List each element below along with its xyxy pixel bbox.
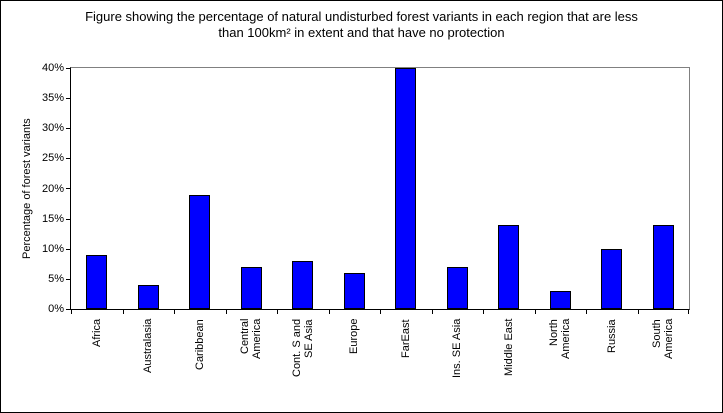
category-slot: Europe	[329, 319, 381, 411]
y-tick	[66, 68, 71, 69]
bar	[292, 261, 314, 309]
category-slot: Africa	[71, 319, 123, 411]
category-label: Ins. SE Asia	[451, 319, 464, 379]
category-label: Central America	[239, 319, 264, 360]
chart-title: Figure showing the percentage of natural…	[1, 9, 722, 41]
bar	[498, 225, 520, 309]
x-tick	[586, 309, 587, 314]
y-tick	[66, 188, 71, 189]
y-tick-label: 30%	[41, 122, 64, 135]
category-slot: Cont. S and SE Asia	[277, 319, 329, 411]
bar	[446, 267, 468, 309]
category-slot: Ins. SE Asia	[432, 319, 484, 411]
plot-area	[66, 67, 690, 314]
y-tick-label: 25%	[41, 152, 64, 165]
x-tick	[535, 309, 536, 314]
y-tick	[66, 219, 71, 220]
y-tick-label: 35%	[41, 92, 64, 105]
x-tick	[329, 309, 330, 314]
chart-title-line2: than 100km² in extent and that have no p…	[218, 25, 505, 40]
bar	[137, 285, 159, 309]
category-label: FarEast	[399, 319, 412, 358]
category-slot: Middle East	[483, 319, 535, 411]
y-tick	[66, 128, 71, 129]
bar	[343, 273, 365, 309]
bar	[549, 291, 571, 309]
bar	[652, 225, 674, 309]
y-tick	[66, 98, 71, 99]
category-label: Africa	[90, 319, 103, 348]
x-axis-category-labels: Africa Australasia Caribbean Central Americ…	[71, 319, 689, 411]
x-tick	[688, 309, 689, 314]
bar	[86, 255, 108, 309]
category-slot: Russia	[586, 319, 638, 411]
y-tick-label: 0%	[48, 303, 64, 315]
y-tick-label: 20%	[41, 182, 64, 195]
x-tick	[226, 309, 227, 314]
category-slot: Central America	[226, 319, 278, 411]
category-label: Caribbean	[193, 319, 206, 370]
x-tick	[71, 309, 72, 314]
x-tick	[174, 309, 175, 314]
y-tick	[66, 158, 71, 159]
x-tick	[483, 309, 484, 314]
category-label: North America	[548, 319, 573, 360]
category-label: Europe	[348, 319, 361, 355]
bar	[395, 68, 417, 309]
x-tick	[380, 309, 381, 314]
y-tick-label: 40%	[41, 62, 64, 74]
y-tick	[66, 279, 71, 280]
y-tick	[66, 309, 71, 310]
category-slot: North America	[535, 319, 587, 411]
bar	[601, 249, 623, 309]
y-tick-label: 10%	[41, 242, 64, 255]
category-slot: South America	[638, 319, 690, 411]
y-tick-label: 15%	[41, 212, 64, 225]
chart-title-line1: Figure showing the percentage of natural…	[85, 9, 638, 24]
y-tick-label: 5%	[48, 272, 64, 285]
bar	[240, 267, 262, 309]
x-tick	[432, 309, 433, 314]
category-label: Australasia	[142, 319, 155, 374]
category-label: Middle East	[502, 319, 515, 377]
category-label: Russia	[605, 319, 618, 353]
category-slot: Australasia	[123, 319, 175, 411]
category-label: South America	[651, 319, 676, 360]
x-tick	[638, 309, 639, 314]
category-slot: Caribbean	[174, 319, 226, 411]
bar	[189, 195, 211, 309]
y-tick	[66, 249, 71, 250]
x-tick	[277, 309, 278, 314]
category-label: Cont. S and SE Asia	[290, 319, 315, 378]
category-slot: FarEast	[380, 319, 432, 411]
x-tick	[123, 309, 124, 314]
